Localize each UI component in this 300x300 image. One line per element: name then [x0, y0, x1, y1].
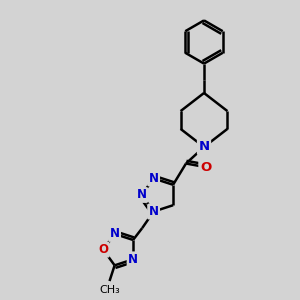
Text: O: O	[98, 243, 108, 256]
Text: N: N	[136, 188, 147, 202]
Text: CH₃: CH₃	[99, 285, 120, 295]
Text: N: N	[148, 172, 159, 185]
Text: N: N	[128, 253, 138, 266]
Text: N: N	[198, 140, 210, 154]
Text: N: N	[148, 205, 159, 218]
Text: N: N	[110, 227, 120, 241]
Text: O: O	[200, 160, 211, 174]
